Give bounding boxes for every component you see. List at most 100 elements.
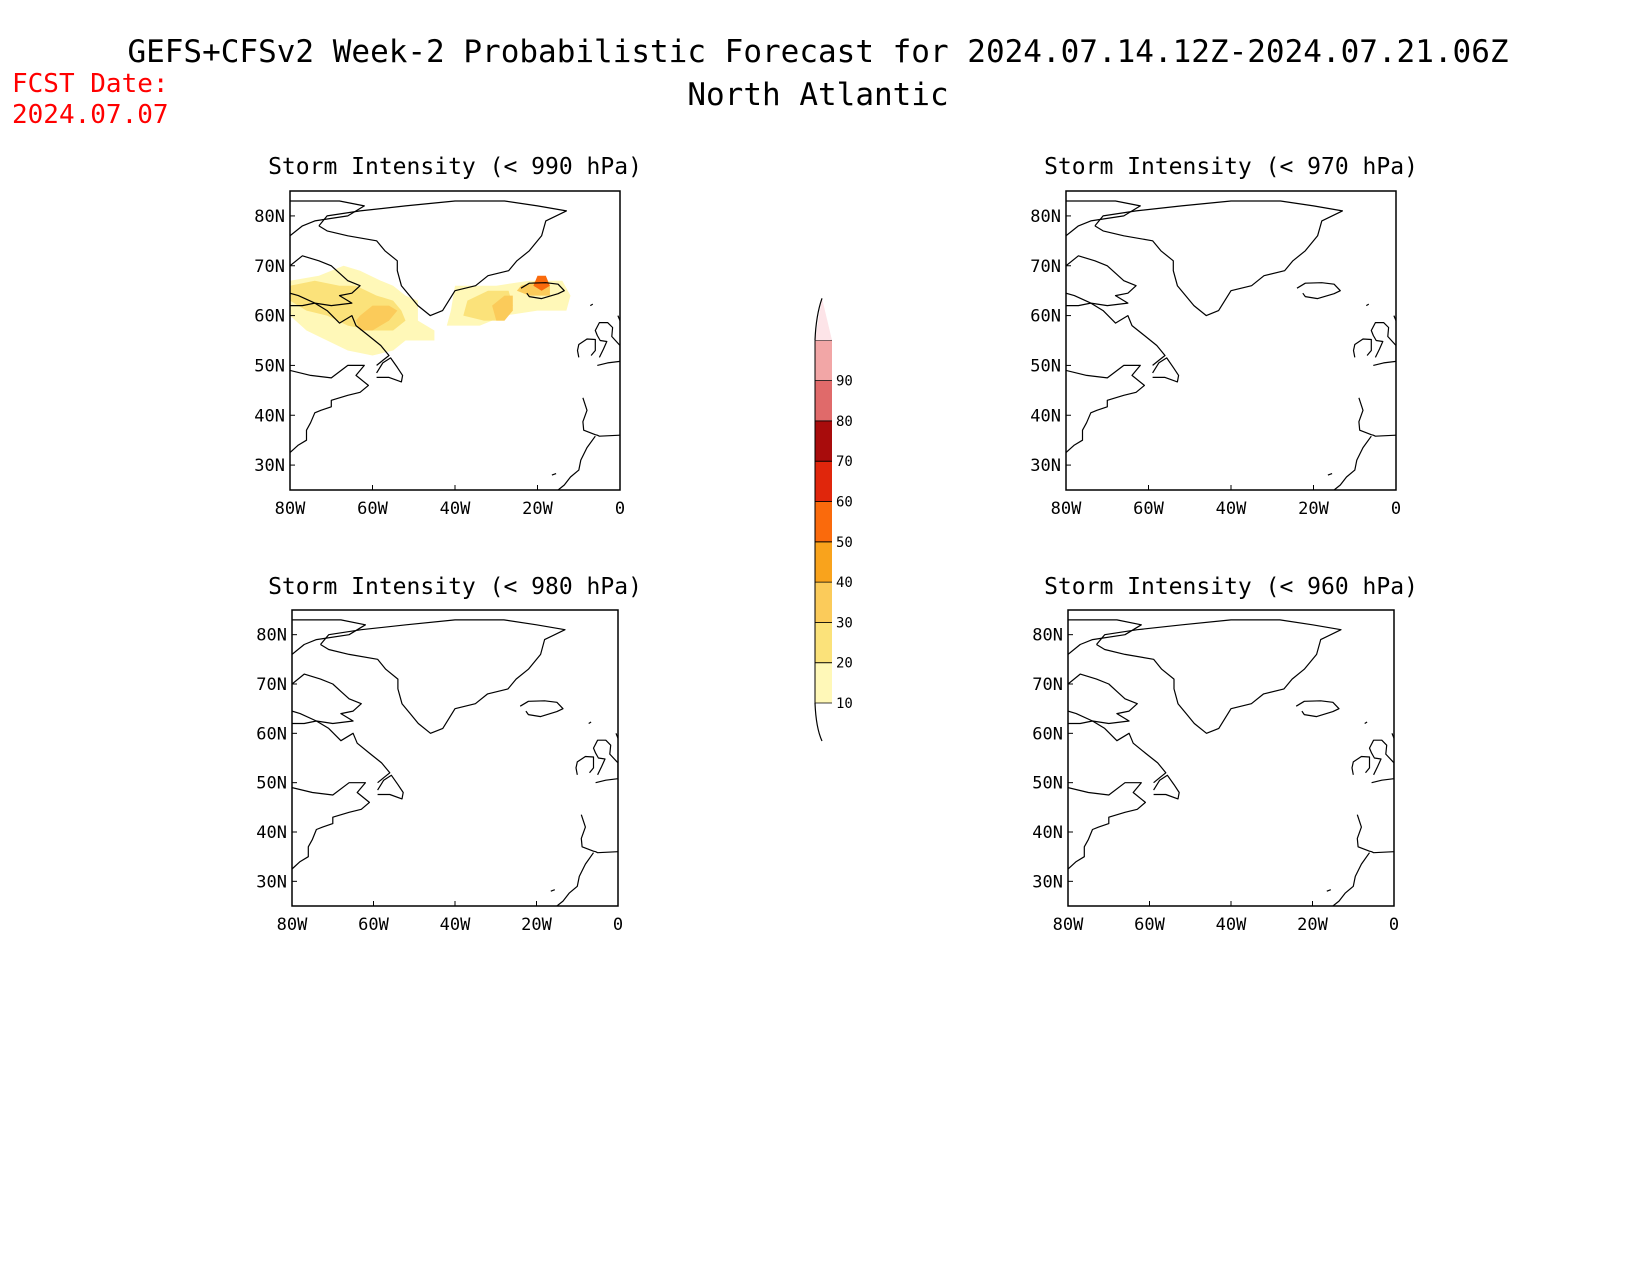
coastline-great-britain <box>1370 322 1396 366</box>
x-tick-label: 0 <box>1389 915 1399 935</box>
x-tick-label: 20W <box>1297 915 1328 935</box>
y-tick-label: 40N <box>254 406 285 426</box>
coastline-iceland <box>1296 282 1341 300</box>
coastline-greenland <box>1096 619 1342 734</box>
y-tick-label: 50N <box>1030 356 1061 376</box>
x-tick-label: 20W <box>1298 499 1329 519</box>
coastline-iberia <box>582 397 620 437</box>
x-tick-label: 80W <box>277 915 308 935</box>
coastline-ireland <box>1351 755 1371 775</box>
y-tick-label: 50N <box>256 774 287 794</box>
coastline-ellesmere <box>292 619 366 655</box>
y-tick-label: 30N <box>254 456 285 476</box>
coastline-north-america <box>290 364 369 454</box>
probability-area-30 <box>356 305 398 331</box>
x-tick-label: 80W <box>1051 499 1082 519</box>
y-tick-label: 70N <box>1032 675 1063 695</box>
coastline-greenland <box>320 619 566 734</box>
coastline-newfoundland <box>377 774 404 800</box>
coastline-baffin <box>290 255 361 307</box>
main-title: GEFS+CFSv2 Week-2 Probabilistic Forecast… <box>127 34 1508 70</box>
y-tick-label: 30N <box>256 872 287 892</box>
y-tick-label: 60N <box>1032 724 1063 744</box>
forecast-date-value: 2024.07.07 <box>12 100 169 130</box>
map-panel-p990: Storm Intensity (< 990 hPa) 80W 60W 40W 20W 0… <box>254 154 642 519</box>
coastline-canary <box>551 473 557 476</box>
y-tick-label: 80N <box>1030 207 1061 227</box>
coastline-greenland <box>1094 200 1344 317</box>
x-tick-label: 80W <box>275 499 306 519</box>
coastline-greenland <box>318 200 568 317</box>
coastline-newfoundland <box>376 357 404 383</box>
map-frame <box>1065 190 1397 491</box>
coastline-newfoundland <box>1153 774 1180 800</box>
probability-colorbar: 10 20 30 40 50 60 70 80 90 <box>814 298 853 742</box>
coastline-ellesmere <box>1068 619 1142 655</box>
coastline-africa <box>1332 852 1370 906</box>
coastline-africa <box>556 852 594 906</box>
y-tick-label: 40N <box>1032 823 1063 843</box>
coastline-faroe <box>1364 721 1368 725</box>
coastline-great-britain <box>1368 739 1394 784</box>
x-tick-label: 0 <box>613 915 623 935</box>
panel-title: Storm Intensity (< 960 hPa) <box>1044 574 1418 600</box>
coastline-ellesmere <box>1066 200 1141 237</box>
coastline-ireland <box>575 755 595 775</box>
colorbar-label: 30 <box>836 615 853 631</box>
colorbar-label: 90 <box>836 374 853 390</box>
forecast-date-label: FCST Date: <box>12 69 169 99</box>
map-frame <box>291 609 619 907</box>
coastline-faroe <box>1365 303 1370 307</box>
y-tick-label: 40N <box>1030 406 1061 426</box>
map-frame <box>1067 609 1395 907</box>
y-tick-label: 40N <box>256 823 287 843</box>
colorbar-box <box>815 622 832 663</box>
coastline-ellesmere <box>290 200 365 237</box>
coastline-baffin <box>292 673 362 725</box>
coastline-canary <box>1327 473 1333 476</box>
map-panel-p980: Storm Intensity (< 980 hPa) 80W 60W 40W 20W 0… <box>256 574 642 935</box>
colorbar-label: 50 <box>836 535 853 551</box>
colorbar-label: 40 <box>836 575 853 591</box>
colorbar-bottom-arrow <box>814 702 823 742</box>
coastline-iberia <box>580 814 618 854</box>
colorbar-box <box>815 541 832 583</box>
coastline-newfoundland <box>1152 357 1180 383</box>
x-tick-label: 0 <box>615 499 625 519</box>
x-tick-label: 40W <box>440 499 471 519</box>
x-tick-label: 60W <box>1133 499 1164 519</box>
x-tick-label: 40W <box>1216 915 1247 935</box>
colorbar-box <box>815 420 832 462</box>
colorbar-label: 20 <box>836 656 853 672</box>
colorbar-box <box>815 582 832 623</box>
coastline-labrador <box>290 302 390 366</box>
colorbar-box <box>815 461 832 502</box>
coastline-great-britain <box>592 739 618 784</box>
y-tick-label: 30N <box>1030 456 1061 476</box>
colorbar-box <box>815 662 832 703</box>
panel-title: Storm Intensity (< 980 hPa) <box>268 574 642 600</box>
y-tick-label: 60N <box>1030 307 1061 327</box>
colorbar-box <box>815 380 832 421</box>
y-tick-label: 70N <box>256 675 287 695</box>
x-tick-label: 40W <box>1216 499 1247 519</box>
x-tick-label: 60W <box>1134 915 1165 935</box>
coastline-faroe <box>588 721 592 725</box>
y-tick-label: 60N <box>254 307 285 327</box>
y-tick-label: 50N <box>1032 774 1063 794</box>
coastline-ireland <box>1352 338 1372 358</box>
coastline-faroe <box>589 303 594 307</box>
map-panels: Storm Intensity (< 990 hPa) 80W 60W 40W 20W 0… <box>254 154 1418 935</box>
coastline-iceland <box>520 282 565 300</box>
coastline-baffin <box>1068 673 1138 725</box>
coastline-africa <box>557 435 596 490</box>
coastline-labrador <box>1066 302 1166 366</box>
map-panel-p970: Storm Intensity (< 970 hPa) 80W 60W 40W 20W 0… <box>1030 154 1418 519</box>
colorbar-top-arrow <box>815 298 832 341</box>
colorbar-label: 70 <box>836 454 853 470</box>
x-tick-label: 20W <box>522 499 553 519</box>
coastline-canary <box>1326 889 1332 892</box>
coastline-iberia <box>1358 397 1396 437</box>
x-tick-label: 80W <box>1053 915 1084 935</box>
